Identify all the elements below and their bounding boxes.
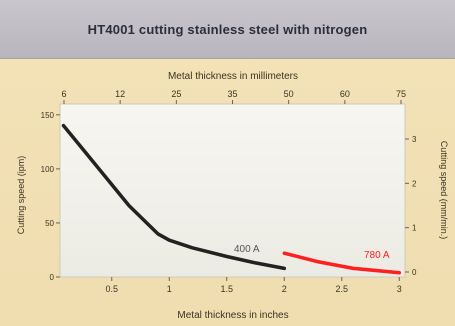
bottom-axis-ticks: 0.5 1 1.5 2 2.5 3: [105, 277, 402, 294]
x-tick-label: 3: [397, 284, 402, 294]
x2-tick-label: 12: [115, 89, 125, 99]
x-tick-label: 2: [282, 284, 287, 294]
x-tick-label: 1.5: [220, 284, 233, 294]
right-axis-label: Cutting speed (mm/min.): [439, 141, 449, 240]
y-tick-label: 0: [50, 273, 55, 282]
y-tick-label: 150: [41, 111, 55, 120]
y2-tick-label: 0: [412, 268, 417, 277]
y2-tick-label: 2: [412, 179, 417, 188]
x2-tick-label: 60: [340, 89, 350, 99]
chart-title: HT4001 cutting stainless steel with nitr…: [87, 22, 368, 37]
series-label-780a: 780 A: [364, 250, 390, 261]
y-tick-label: 50: [45, 219, 54, 228]
series-group: [61, 123, 402, 275]
x2-tick-label: 6: [61, 89, 66, 99]
x-tick-label: 1: [167, 284, 172, 294]
y-tick-label: 100: [41, 165, 55, 174]
x2-tick-label: 25: [171, 89, 181, 99]
y2-tick-label: 3: [412, 135, 417, 144]
y2-tick-label: 1: [412, 224, 417, 233]
x2-tick-label: 35: [227, 89, 237, 99]
right-axis-ticks: 0 1 2 3: [405, 135, 417, 277]
left-axis-ticks: 0 50 100 150: [41, 111, 60, 282]
x2-tick-label: 50: [284, 89, 294, 99]
series-label-400a: 400 A: [234, 244, 260, 255]
x2-tick-label: 75: [396, 89, 406, 99]
title-bar: HT4001 cutting stainless steel with nitr…: [0, 0, 455, 59]
x-tick-label: 2.5: [335, 284, 348, 294]
series-line-400a: [61, 123, 287, 271]
bottom-axis-label: Metal thickness in inches: [177, 310, 288, 321]
left-axis-label: Cutting speed (ipm): [16, 156, 26, 235]
series-line-780a: [282, 251, 402, 275]
x-tick-label: 0.5: [105, 284, 118, 294]
top-axis-label: Metal thickness in millimeters: [168, 71, 298, 82]
plot-area: [59, 103, 406, 278]
top-axis-ticks: 6 12 25 35 50 60 75: [61, 89, 406, 104]
